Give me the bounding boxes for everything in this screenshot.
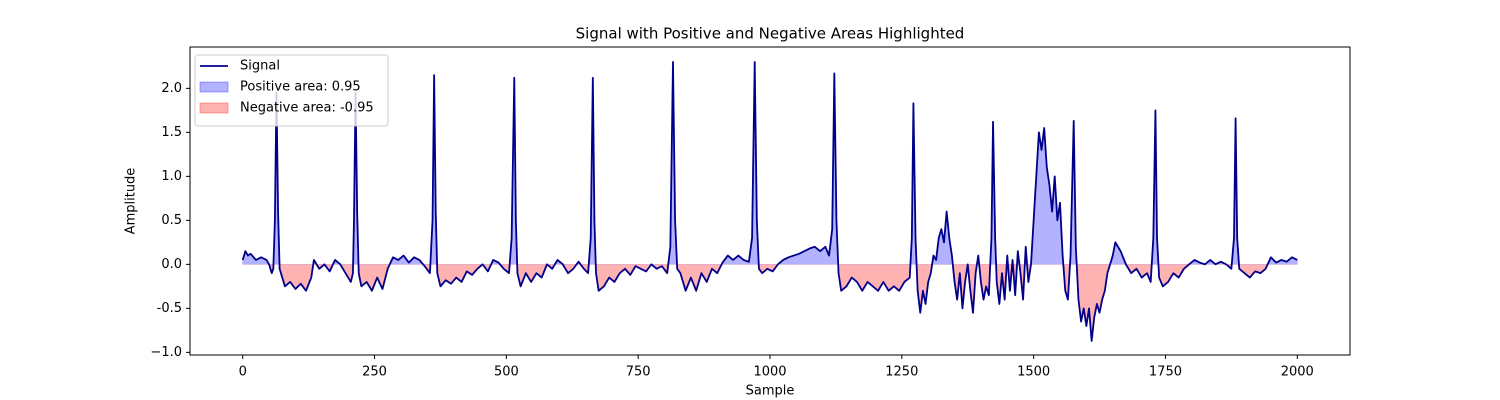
y-tick-label: 2.0 — [161, 81, 182, 96]
plot-frame — [189, 46, 1351, 356]
x-tick-label: 1000 — [753, 365, 786, 380]
chart-title: Signal with Positive and Negative Areas … — [576, 25, 965, 43]
signal-line — [241, 61, 1298, 342]
legend: Signal Positive area: 0.95 Negative area: … — [194, 54, 389, 127]
x-tick-label: 0 — [239, 365, 247, 380]
legend-label: Positive area: 0.95 — [240, 80, 361, 95]
legend-label: Negative area: -0.95 — [240, 101, 374, 116]
x-tick-label: 750 — [626, 365, 651, 380]
y-tick-label: 1.0 — [161, 169, 182, 184]
y-tick-label: -0.5 — [157, 301, 182, 316]
x-tick-label: 1750 — [1149, 365, 1182, 380]
y-tick-label: −1.0 — [150, 345, 182, 360]
x-tick-label: 2000 — [1281, 365, 1314, 380]
legend-swatch — [199, 102, 229, 114]
legend-label: Signal — [240, 59, 280, 74]
y-tick-label: 1.5 — [161, 125, 182, 140]
x-axis-label: Sample — [746, 384, 795, 399]
negative-area — [242, 264, 1298, 341]
positive-area — [242, 61, 1298, 265]
y-tick-label: 0.0 — [161, 257, 182, 272]
y-axis-label: Amplitude — [124, 168, 139, 235]
legend-box — [194, 54, 389, 127]
legend-swatch — [199, 81, 229, 93]
y-tick-label: 0.5 — [161, 213, 182, 228]
x-tick-label: 1500 — [1017, 365, 1050, 380]
x-tick-label: 500 — [494, 365, 519, 380]
x-tick-label: 1250 — [885, 365, 918, 380]
x-tick-label: 250 — [362, 365, 387, 380]
